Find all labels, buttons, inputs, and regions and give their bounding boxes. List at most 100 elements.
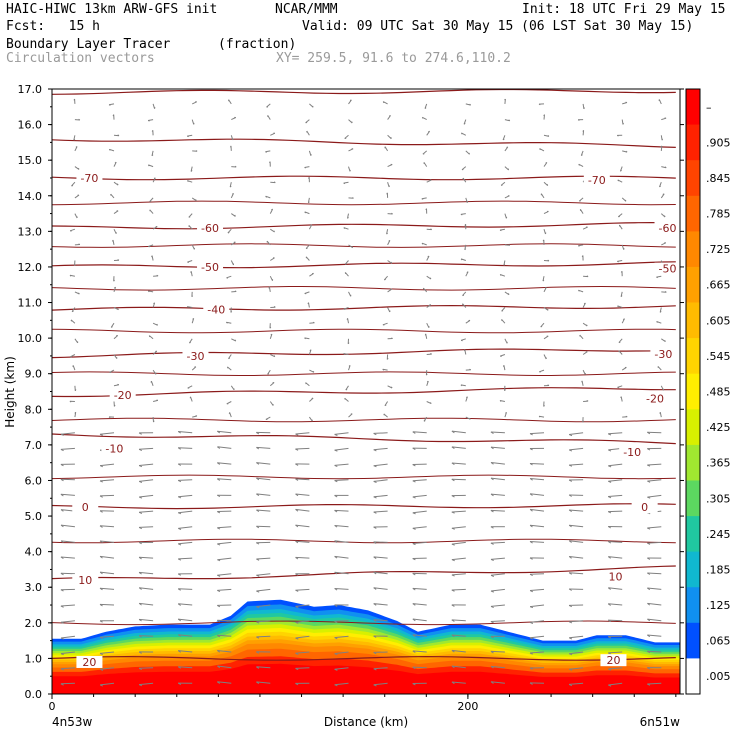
y-tick-label: 11.0 [18,297,43,310]
circulation-vector-head [451,604,455,607]
circulation-vector [139,618,154,622]
circulation-vector-head [256,621,260,624]
colorbar-swatch [686,89,700,126]
colorbar-swatch [686,622,700,659]
circulation-vector-head [412,650,416,653]
circulation-vector-head [391,212,393,215]
circulation-vector-head [177,666,181,669]
circulation-vector-head [256,542,260,545]
circulation-vector [412,526,427,529]
circulation-vector-head [117,308,119,311]
circulation-vector [569,540,584,543]
circulation-vector-head [99,555,103,559]
circulation-vector-head [304,337,307,340]
isotherm-line [52,565,676,580]
circulation-vector-head [151,130,154,132]
circulation-vector-head [60,621,64,624]
circulation-vector-head [412,558,416,561]
circulation-vector-head [334,433,338,436]
circulation-vector-head [334,668,338,671]
circulation-vector-head [490,477,494,481]
circulation-vector [529,463,545,465]
circulation-vector-head [334,540,338,543]
circulation-vector [451,573,466,576]
circulation-vector-head [607,526,612,529]
colorbar-swatch [686,160,700,197]
circulation-vector-head [177,479,182,483]
circulation-vector [490,604,505,607]
y-tick-label: 5.0 [25,510,43,523]
circulation-vector [139,479,154,482]
circulation-vector-head [108,416,111,419]
circulation-vector-head [177,447,181,450]
circulation-vector-head [305,382,307,385]
y-tick-label: 7.0 [25,439,43,452]
circulation-vector-head [647,683,651,686]
circulation-vector-head [113,279,115,282]
colorbar-label: .065 [706,635,731,648]
circulation-vector-head [177,588,181,591]
circulation-vector [569,651,584,655]
circulation-vector-head [78,243,81,245]
colorbar-swatch [686,338,700,375]
circulation-vector-head [620,169,622,172]
circulation-vector [256,588,271,592]
circulation-vector-head [451,462,455,466]
isotherm-label-bg [76,655,103,668]
circulation-vector-head [156,274,159,277]
circulation-vector [295,635,310,639]
y-axis-label: Height (km) [3,356,17,427]
circulation-vector-head [295,589,299,592]
circulation-vector-head [116,183,119,186]
circulation-vector-head [112,114,115,117]
circulation-vector [569,463,584,466]
circulation-vector-head [463,122,466,125]
circulation-vector-head [269,326,272,329]
circulation-vector-head [295,667,299,671]
colorbar-swatch [686,231,700,268]
circulation-vector-head [382,368,385,371]
circulation-vector-head [502,138,505,141]
circulation-vector [412,479,427,482]
circulation-vector-head [334,494,338,498]
circulation-vector-head [310,224,312,227]
circulation-vector-head [217,543,221,546]
circulation-vector [256,477,271,481]
circulation-vector-head [334,525,338,528]
circulation-vector-head [334,588,338,591]
circulation-vector-head [412,666,416,670]
circulation-vector-head [608,449,612,452]
circulation-vector [373,556,388,559]
circulation-vector-head [178,512,182,515]
colorbar-swatch [686,658,700,695]
circulation-vector-head [295,463,299,466]
circulation-vector [569,556,584,559]
circulation-vector-head [256,666,260,669]
circulation-vector-head [60,637,64,640]
circulation-vector-head [421,117,424,119]
circulation-vector-head [147,290,150,293]
circulation-vector [412,431,427,434]
circulation-vector-head [117,134,120,137]
circulation-vector-head [312,370,315,373]
circulation-vector [373,432,388,434]
circulation-vector [647,602,662,606]
isotherm-label: -40 [207,304,225,317]
circulation-vector-head [468,417,471,420]
circulation-vector-head [568,464,573,467]
circulation-vector-head [256,525,260,529]
circulation-vector-head [256,606,260,609]
circulation-vector [490,431,505,434]
circulation-vector [334,555,349,559]
circulation-vector-head [427,255,430,258]
circulation-vector [647,479,662,482]
circulation-vector-head [504,389,506,392]
circulation-vector-head [529,524,533,528]
circulation-vector-head [187,135,189,138]
circulation-vector-head [217,446,221,449]
y-tick-label: 17.0 [18,83,43,96]
isotherm-line [52,417,676,423]
circulation-vector [295,651,310,654]
circulation-vector-head [273,306,276,308]
